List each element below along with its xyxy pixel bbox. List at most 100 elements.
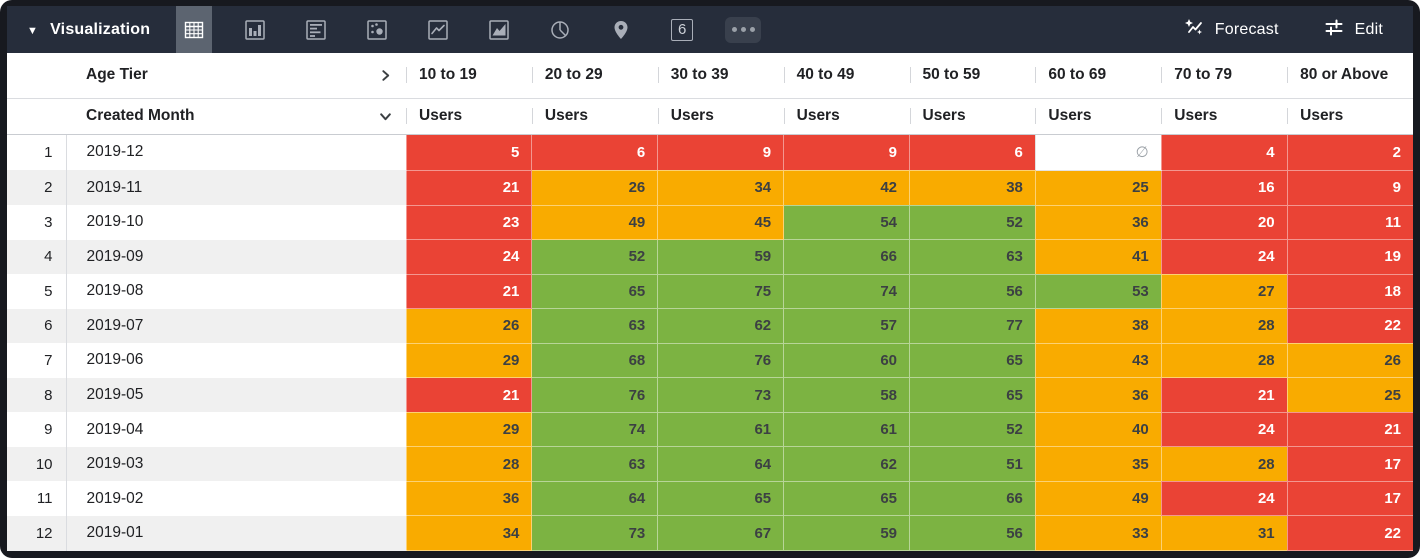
viz-type-single-value-icon[interactable]: 6	[664, 6, 700, 53]
heatmap-cell[interactable]: 67	[657, 515, 784, 551]
heatmap-cell[interactable]: 17	[1286, 446, 1413, 482]
heatmap-cell[interactable]: 63	[909, 239, 1036, 275]
heatmap-cell[interactable]: 56	[909, 515, 1036, 551]
heatmap-cell[interactable]: 21	[405, 170, 532, 206]
heatmap-cell[interactable]: 33	[1034, 515, 1162, 551]
viz-type-scatter-icon[interactable]	[359, 6, 395, 53]
heatmap-cell[interactable]: 26	[531, 170, 658, 206]
age-tier-header-7[interactable]: 80 or Above	[1287, 53, 1413, 99]
heatmap-cell[interactable]: 35	[1034, 446, 1162, 482]
heatmap-cell[interactable]: 19	[1286, 239, 1413, 275]
heatmap-cell[interactable]: 23	[405, 205, 532, 241]
heatmap-cell[interactable]: 53	[1034, 274, 1162, 310]
heatmap-cell[interactable]: 34	[405, 515, 532, 551]
heatmap-cell[interactable]: 34	[657, 170, 784, 206]
heatmap-cell[interactable]: 61	[657, 412, 784, 448]
created-month-cell[interactable]: 2019-06	[86, 351, 144, 369]
viz-type-table-icon[interactable]	[176, 6, 213, 53]
created-month-cell[interactable]: 2019-11	[66, 170, 406, 205]
heatmap-cell[interactable]: 21	[405, 377, 532, 413]
viz-type-pie-icon[interactable]	[542, 6, 578, 53]
heatmap-cell[interactable]: 43	[1034, 343, 1162, 379]
heatmap-cell-null[interactable]: ∅	[1034, 134, 1162, 171]
measure-header-4[interactable]: Users	[909, 98, 1036, 135]
heatmap-cell[interactable]: 28	[405, 446, 532, 482]
heatmap-cell[interactable]: 61	[783, 412, 910, 448]
measure-header-2[interactable]: Users	[657, 98, 784, 135]
visualization-menu[interactable]: ▼ Visualization	[7, 6, 176, 53]
age-tier-header-2[interactable]: 30 to 39	[657, 53, 784, 99]
forecast-button[interactable]: Forecast	[1183, 16, 1279, 43]
created-month-cell[interactable]: 2019-02	[86, 489, 144, 507]
age-tier-header-4[interactable]: 50 to 59	[909, 53, 1036, 99]
heatmap-cell[interactable]: 25	[1034, 170, 1162, 206]
heatmap-cell[interactable]: 2	[1286, 134, 1413, 171]
heatmap-cell[interactable]: 76	[531, 377, 658, 413]
heatmap-cell[interactable]: 21	[1160, 377, 1288, 413]
heatmap-cell[interactable]: 21	[405, 274, 532, 310]
heatmap-cell[interactable]: 68	[531, 343, 658, 379]
heatmap-cell[interactable]: 60	[783, 343, 910, 379]
heatmap-cell[interactable]: 21	[1286, 412, 1413, 448]
heatmap-cell[interactable]: 64	[657, 446, 784, 482]
heatmap-cell[interactable]: 56	[909, 274, 1036, 310]
viz-type-bar-horizontal-icon[interactable]	[298, 6, 334, 53]
heatmap-cell[interactable]: 65	[531, 274, 658, 310]
heatmap-cell[interactable]: 63	[531, 446, 658, 482]
edit-button[interactable]: Edit	[1323, 16, 1383, 43]
created-month-cell[interactable]: 2019-03	[66, 446, 406, 482]
heatmap-cell[interactable]: 58	[783, 377, 910, 413]
heatmap-cell[interactable]: 25	[1286, 377, 1413, 413]
heatmap-cell[interactable]: 28	[1160, 308, 1288, 344]
created-month-cell[interactable]: 2019-10	[86, 213, 144, 231]
created-month-cell[interactable]: 2019-05	[66, 377, 406, 413]
pivot-field-header[interactable]: Age Tier	[66, 53, 406, 99]
created-month-cell[interactable]: 2019-01	[66, 515, 406, 551]
heatmap-cell[interactable]: 42	[783, 170, 910, 206]
viz-type-bar-icon[interactable]	[237, 6, 273, 53]
heatmap-cell[interactable]: 52	[909, 205, 1036, 241]
heatmap-cell[interactable]: 6	[909, 134, 1036, 171]
heatmap-cell[interactable]: 36	[1034, 205, 1162, 241]
heatmap-cell[interactable]: 6	[531, 134, 658, 171]
heatmap-cell[interactable]: 26	[1286, 343, 1413, 379]
viz-type-area-icon[interactable]	[481, 6, 517, 53]
heatmap-cell[interactable]: 45	[657, 205, 784, 241]
heatmap-cell[interactable]: 27	[1160, 274, 1288, 310]
measure-header-5[interactable]: Users	[1035, 98, 1162, 135]
age-tier-header-0[interactable]: 10 to 19	[406, 53, 532, 99]
heatmap-cell[interactable]: 62	[657, 308, 784, 344]
heatmap-cell[interactable]: 29	[405, 343, 532, 379]
measure-header-0[interactable]: Users	[406, 98, 532, 135]
age-tier-header-1[interactable]: 20 to 29	[531, 53, 658, 99]
heatmap-cell[interactable]: 36	[405, 481, 532, 517]
heatmap-cell[interactable]: 73	[657, 377, 784, 413]
heatmap-cell[interactable]: 9	[783, 134, 910, 171]
heatmap-cell[interactable]: 9	[657, 134, 784, 171]
heatmap-cell[interactable]: 52	[909, 412, 1036, 448]
age-tier-header-6[interactable]: 70 to 79	[1161, 53, 1288, 99]
heatmap-cell[interactable]: 65	[909, 343, 1036, 379]
heatmap-cell[interactable]: 20	[1160, 205, 1288, 241]
heatmap-cell[interactable]: 62	[783, 446, 910, 482]
heatmap-cell[interactable]: 22	[1286, 308, 1413, 344]
heatmap-cell[interactable]: 28	[1160, 343, 1288, 379]
heatmap-cell[interactable]: 9	[1286, 170, 1413, 206]
heatmap-cell[interactable]: 65	[909, 377, 1036, 413]
viz-type-line-icon[interactable]	[420, 6, 456, 53]
heatmap-cell[interactable]: 49	[531, 205, 658, 241]
heatmap-cell[interactable]: 40	[1034, 412, 1162, 448]
measure-header-6[interactable]: Users	[1161, 98, 1288, 135]
heatmap-cell[interactable]: 38	[1034, 308, 1162, 344]
heatmap-cell[interactable]: 28	[1160, 446, 1288, 482]
age-tier-header-3[interactable]: 40 to 49	[783, 53, 910, 99]
created-month-cell[interactable]: 2019-08	[86, 282, 144, 300]
heatmap-cell[interactable]: 74	[531, 412, 658, 448]
created-month-cell[interactable]: 2019-09	[66, 239, 406, 275]
heatmap-cell[interactable]: 76	[657, 343, 784, 379]
heatmap-cell[interactable]: 24	[1160, 481, 1288, 517]
heatmap-cell[interactable]: 24	[1160, 239, 1288, 275]
heatmap-cell[interactable]: 49	[1034, 481, 1162, 517]
heatmap-cell[interactable]: 74	[783, 274, 910, 310]
measure-header-7[interactable]: Users	[1287, 98, 1413, 135]
